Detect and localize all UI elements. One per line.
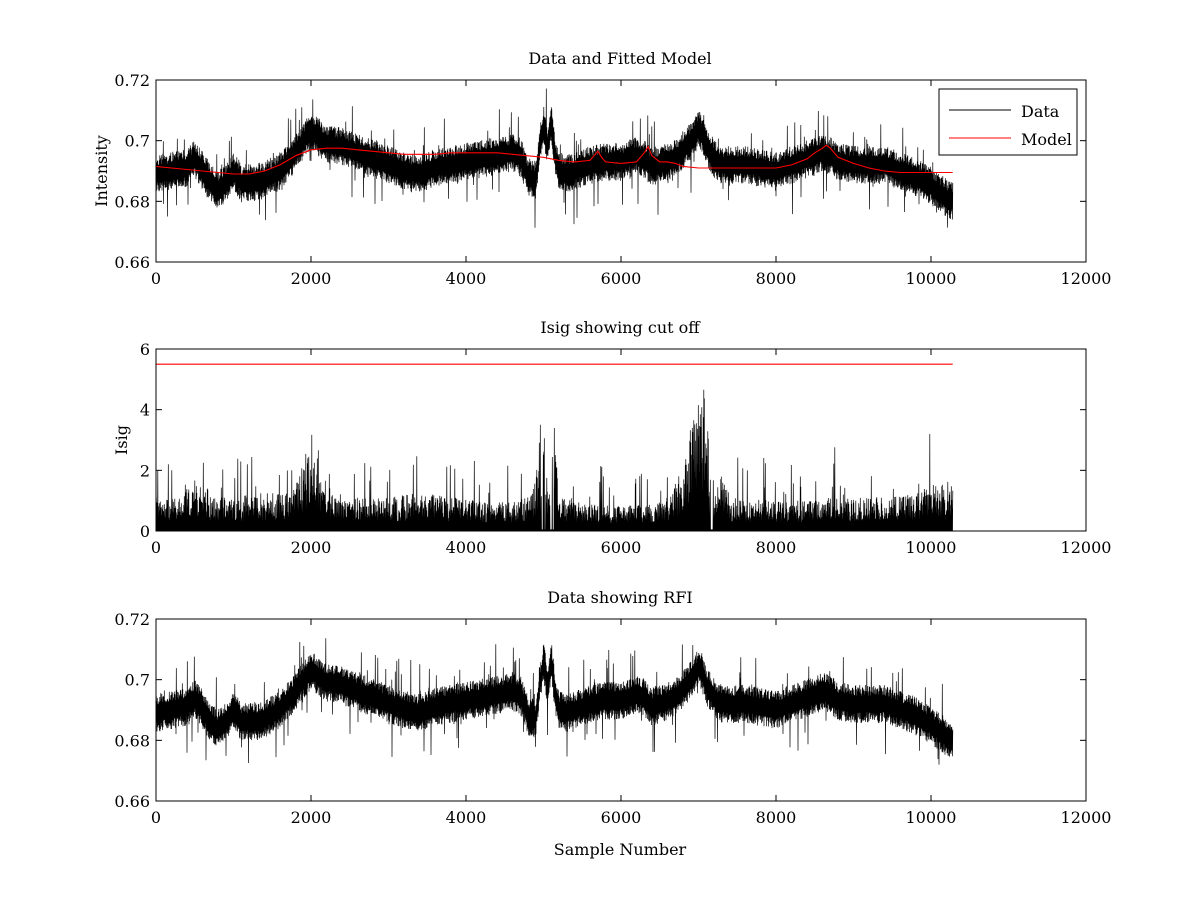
x-tick-label: 2000 <box>291 538 332 557</box>
y-tick-label: 0.66 <box>114 792 150 811</box>
y-tick-label: 0.66 <box>114 253 150 272</box>
y-tick-label: 4 <box>140 401 150 420</box>
x-tick-label: 2000 <box>291 808 332 827</box>
x-tick-label: 0 <box>151 808 161 827</box>
panel-2-plot-area <box>155 363 954 532</box>
panel-2-axes-frame <box>155 348 1087 532</box>
x-tick-label: 12000 <box>1061 808 1112 827</box>
x-tick-label: 6000 <box>601 269 642 288</box>
panel-1-y-axis-label: Intensity <box>92 135 111 207</box>
panel-1-axes-frame <box>155 79 1087 263</box>
x-tick-label: 6000 <box>601 808 642 827</box>
panel-2-series-isig-line <box>155 389 954 532</box>
y-tick-label: 0 <box>140 522 150 541</box>
y-tick-label: 0.7 <box>125 671 150 690</box>
y-tick-label: 0.72 <box>114 610 150 629</box>
panel-2-ticks: 0 2000 4000 6000 8000 10000 12000 0 2 4 6 <box>140 340 1112 557</box>
y-tick-label: 2 <box>140 461 150 480</box>
x-axis-label: Sample Number <box>554 840 687 859</box>
legend-label-model: Model <box>1021 130 1072 149</box>
x-tick-label: 0 <box>151 538 161 557</box>
x-tick-label: 8000 <box>756 808 797 827</box>
x-tick-label: 8000 <box>756 269 797 288</box>
x-tick-label: 12000 <box>1061 269 1112 288</box>
y-tick-label: 0.72 <box>114 71 150 90</box>
legend: Data Model <box>938 88 1078 156</box>
panel-1-series-data-line <box>155 88 954 228</box>
x-tick-label: 4000 <box>446 808 487 827</box>
x-tick-label: 10000 <box>906 269 957 288</box>
x-tick-label: 4000 <box>446 538 487 557</box>
x-tick-label: 8000 <box>756 538 797 557</box>
panel-1-title: Data and Fitted Model <box>528 49 711 68</box>
panel-data-and-fitted-model: Data and Fitted Model Intensity 0 2000 400… <box>92 49 1111 288</box>
y-tick-label: 0.7 <box>125 132 150 151</box>
x-tick-label: 0 <box>151 269 161 288</box>
legend-box <box>938 88 1078 156</box>
x-tick-label: 10000 <box>906 538 957 557</box>
y-tick-label: 6 <box>140 340 150 359</box>
x-tick-label: 4000 <box>446 269 487 288</box>
panel-3-plot-area <box>155 638 954 765</box>
panel-isig-showing-cut-off: Isig showing cut off Isig 0 2000 4000 6000 8… <box>112 318 1111 557</box>
x-tick-label: 2000 <box>291 269 332 288</box>
panel-1-plot-area <box>155 88 954 228</box>
y-tick-label: 0.68 <box>114 192 150 211</box>
x-tick-label: 12000 <box>1061 538 1112 557</box>
legend-label-data: Data <box>1021 102 1060 121</box>
y-tick-label: 0.68 <box>114 731 150 750</box>
panel-3-title: Data showing RFI <box>547 588 692 607</box>
panel-2-y-axis-label: Isig <box>112 425 131 455</box>
panel-1-series-model-line <box>155 144 953 175</box>
panel-data-showing-rfi: Data showing RFI 0 2000 4000 6000 8000 10000 1… <box>114 588 1111 859</box>
x-tick-label: 10000 <box>906 808 957 827</box>
panel-3-series-data-line <box>155 638 954 765</box>
x-tick-label: 6000 <box>601 538 642 557</box>
panel-2-title: Isig showing cut off <box>540 318 701 337</box>
panel-1-ticks: 0 2000 4000 6000 8000 10000 12000 0.66 0.68 0.7 0.… <box>114 71 1111 288</box>
panel-3-axes-frame <box>155 618 1087 802</box>
